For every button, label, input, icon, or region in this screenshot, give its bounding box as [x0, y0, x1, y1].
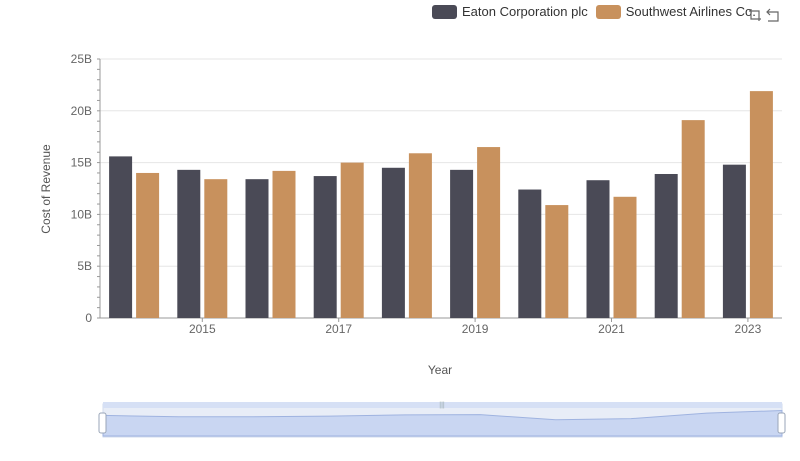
- bar-eaton[interactable]: [518, 189, 542, 318]
- y-tick-label: 10B: [71, 207, 92, 221]
- bars: [109, 91, 773, 319]
- grid: [100, 58, 782, 319]
- bar-southwest[interactable]: [272, 170, 296, 318]
- x-tick-label: 2017: [325, 322, 352, 336]
- legend-item-eaton[interactable]: Eaton Corporation plc: [432, 4, 588, 19]
- zoom-slider-selection[interactable]: [103, 402, 782, 408]
- x-axis-label: Year: [428, 363, 452, 377]
- y-tick-label: 5B: [77, 259, 92, 273]
- legend-item-southwest[interactable]: Southwest Airlines Co.: [595, 4, 756, 19]
- bar-eaton[interactable]: [177, 169, 201, 318]
- legend-swatch-southwest: [595, 4, 621, 19]
- bar-southwest[interactable]: [545, 205, 569, 318]
- y-axis-label: Cost of Revenue: [39, 144, 53, 234]
- bar-southwest[interactable]: [749, 91, 773, 318]
- zoom-slider[interactable]: |||: [98, 402, 786, 438]
- restore-icon[interactable]: [764, 6, 782, 24]
- x-tick-label: 2021: [598, 322, 625, 336]
- x-axis: 2015 2017 2019 2021 2023: [100, 317, 782, 336]
- x-tick-label: 2019: [462, 322, 489, 336]
- bar-eaton[interactable]: [722, 164, 746, 318]
- legend-label-southwest: Southwest Airlines Co.: [625, 4, 756, 19]
- y-tick-label: 0: [85, 311, 92, 325]
- toolbox: [746, 6, 782, 24]
- legend-label-eaton: Eaton Corporation plc: [462, 4, 588, 19]
- bar-southwest[interactable]: [613, 196, 637, 318]
- zoom-slider-grip-icon[interactable]: |||: [439, 402, 445, 409]
- bar-southwest[interactable]: [408, 153, 432, 318]
- x-tick-label: 2023: [735, 322, 762, 336]
- y-axis: 0 5B 10B 15B 20B 25B: [71, 52, 101, 325]
- bar-eaton[interactable]: [109, 156, 133, 318]
- y-tick-label: 25B: [71, 52, 92, 66]
- x-tick-label: 2015: [189, 322, 216, 336]
- zoom-slider-right-handle[interactable]: [777, 412, 786, 434]
- zoom-slider-left-handle[interactable]: [98, 412, 107, 434]
- bar-southwest[interactable]: [204, 179, 228, 318]
- y-tick-label: 20B: [71, 104, 92, 118]
- zoom-slider-preview: [102, 409, 783, 437]
- bar-eaton[interactable]: [245, 179, 269, 318]
- legend: Eaton Corporation plc Southwest Airlines…: [432, 4, 764, 19]
- bar-eaton[interactable]: [586, 180, 610, 318]
- bar-southwest[interactable]: [681, 120, 705, 319]
- bar-southwest[interactable]: [477, 147, 501, 318]
- zoom-icon[interactable]: [746, 6, 764, 24]
- legend-swatch-eaton: [432, 4, 457, 19]
- y-tick-label: 15B: [71, 156, 92, 170]
- bar-eaton[interactable]: [450, 169, 474, 318]
- bar-eaton[interactable]: [381, 167, 405, 318]
- bar-eaton[interactable]: [654, 173, 678, 318]
- bar-eaton[interactable]: [313, 176, 337, 318]
- bar-southwest[interactable]: [340, 162, 364, 318]
- bar-southwest[interactable]: [136, 172, 160, 318]
